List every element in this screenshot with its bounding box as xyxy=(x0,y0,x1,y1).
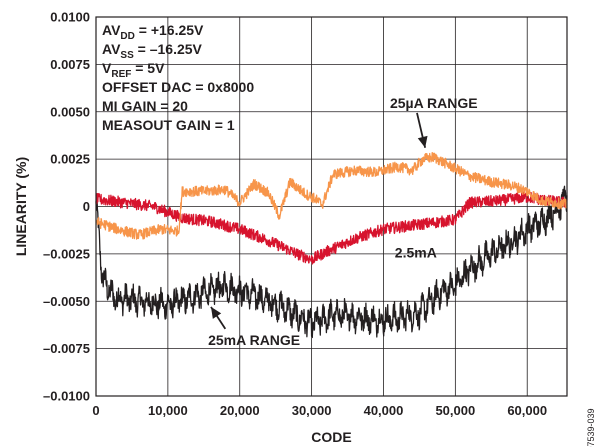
annotation-label: 25mA RANGE xyxy=(208,332,300,348)
annotation-arrowhead xyxy=(210,306,222,319)
condition-text: AV xyxy=(102,41,121,57)
y-tick-label: 0 xyxy=(83,199,90,214)
annotation-arrowhead xyxy=(417,135,428,148)
y-axis-title: LINEARITY (%) xyxy=(13,157,29,256)
condition-text: = –16.25V xyxy=(134,41,203,57)
x-tick-label: 0 xyxy=(92,403,99,418)
y-tick-label: 0.0050 xyxy=(50,104,90,119)
condition-line: MEASOUT GAIN = 1 xyxy=(102,117,235,133)
condition-text: DD xyxy=(120,31,134,42)
y-tick-label: –0.0100 xyxy=(43,389,90,404)
series-line-3 xyxy=(95,185,568,339)
annotation-label: 2.5mA xyxy=(395,245,437,261)
x-tick-label: 20,000 xyxy=(220,403,260,418)
y-tick-label: 0.0100 xyxy=(50,10,90,25)
x-tick-label: 60,000 xyxy=(507,403,547,418)
condition-text: SS xyxy=(120,50,134,61)
annotation-label: 25µA RANGE xyxy=(390,95,478,111)
condition-text: AV xyxy=(102,22,121,38)
condition-text: OFFSET DAC = 0x8000 xyxy=(102,79,254,95)
condition-line: MI GAIN = 20 xyxy=(102,98,188,114)
condition-text: V xyxy=(102,60,112,76)
series-annotations: 25µA RANGE 2.5mA 25mA RANGE xyxy=(208,95,478,348)
condition-text: REF xyxy=(111,69,131,80)
y-tick-label: 0.0075 xyxy=(50,57,90,72)
series-line-2 xyxy=(95,191,568,265)
condition-text: = 5V xyxy=(131,60,165,76)
condition-text: = +16.25V xyxy=(135,22,204,38)
y-tick-label: 0.0025 xyxy=(50,152,90,167)
x-axis-ticks: 0 10,000 20,000 30,000 40,000 50,000 60,000 xyxy=(92,403,547,418)
plot-frame xyxy=(95,16,568,397)
condition-text: MI GAIN = 20 xyxy=(102,98,188,114)
x-axis-title: CODE xyxy=(311,429,351,445)
chart-series xyxy=(95,152,568,339)
condition-line: OFFSET DAC = 0x8000 xyxy=(102,79,254,95)
y-tick-label: –0.0025 xyxy=(43,246,90,261)
condition-line: AVDD = +16.25V xyxy=(102,22,204,42)
x-tick-label: 40,000 xyxy=(364,403,404,418)
chart-gridlines xyxy=(96,17,567,396)
condition-text: MEASOUT GAIN = 1 xyxy=(102,117,235,133)
x-tick-label: 50,000 xyxy=(435,403,475,418)
series-line-1 xyxy=(95,152,568,240)
y-tick-label: –0.0075 xyxy=(43,341,90,356)
condition-line: VREF = 5V xyxy=(102,60,165,80)
x-tick-label: 10,000 xyxy=(148,403,188,418)
y-tick-label: –0.0050 xyxy=(43,294,90,309)
condition-line: AVSS = –16.25V xyxy=(102,41,203,61)
x-tick-label: 30,000 xyxy=(292,403,332,418)
y-axis-ticks: 0.0100 0.0075 0.0050 0.0025 0 –0.0025 –0.0050 –… xyxy=(43,10,90,404)
figure-id: 07539-039 xyxy=(586,408,596,447)
